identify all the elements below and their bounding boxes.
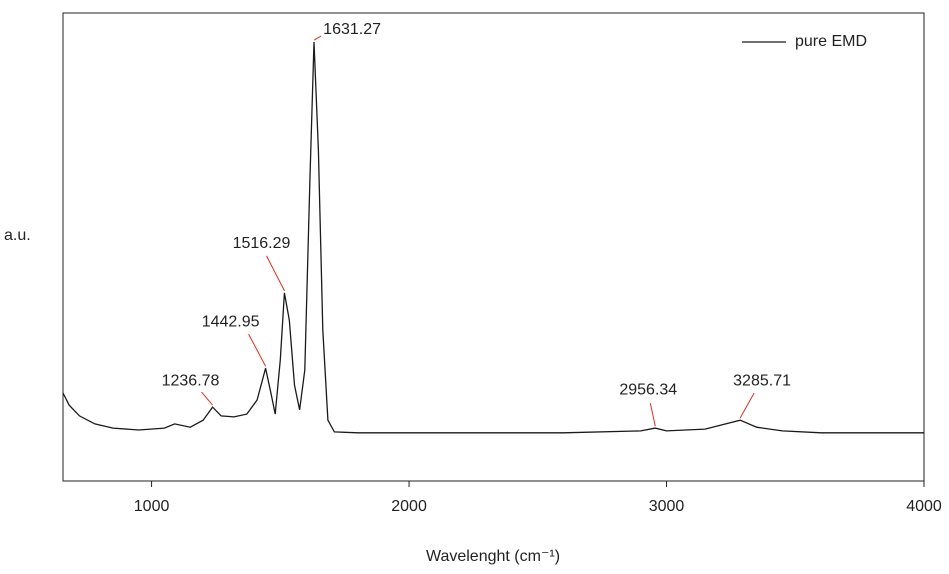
annotation-label: 1236.78 (162, 372, 220, 389)
x-axis-label: Wavelenght (cm⁻¹) (426, 548, 560, 565)
annotation-label: 2956.34 (619, 381, 677, 398)
annotation-leader (248, 333, 267, 367)
annotation-label: 1631.27 (323, 21, 381, 38)
annotation-leader (266, 255, 285, 292)
plot-frame (62, 12, 925, 482)
annotation-leader (313, 35, 322, 41)
annotation-leader (739, 392, 755, 419)
x-tick-label: 2000 (391, 498, 427, 515)
y-axis-label: a.u. (4, 227, 31, 244)
annotation-label: 3285.71 (733, 372, 791, 389)
annotation-leader (201, 391, 213, 406)
data-line (62, 41, 924, 434)
annotation-leader (649, 403, 656, 427)
annotation-label: 1516.29 (233, 235, 291, 252)
legend-label: pure EMD (795, 33, 867, 50)
x-tick-label: 1000 (134, 498, 170, 515)
x-tick-label: 4000 (906, 498, 942, 515)
x-tick-label: 3000 (649, 498, 685, 515)
annotation-label: 1442.95 (202, 313, 260, 330)
